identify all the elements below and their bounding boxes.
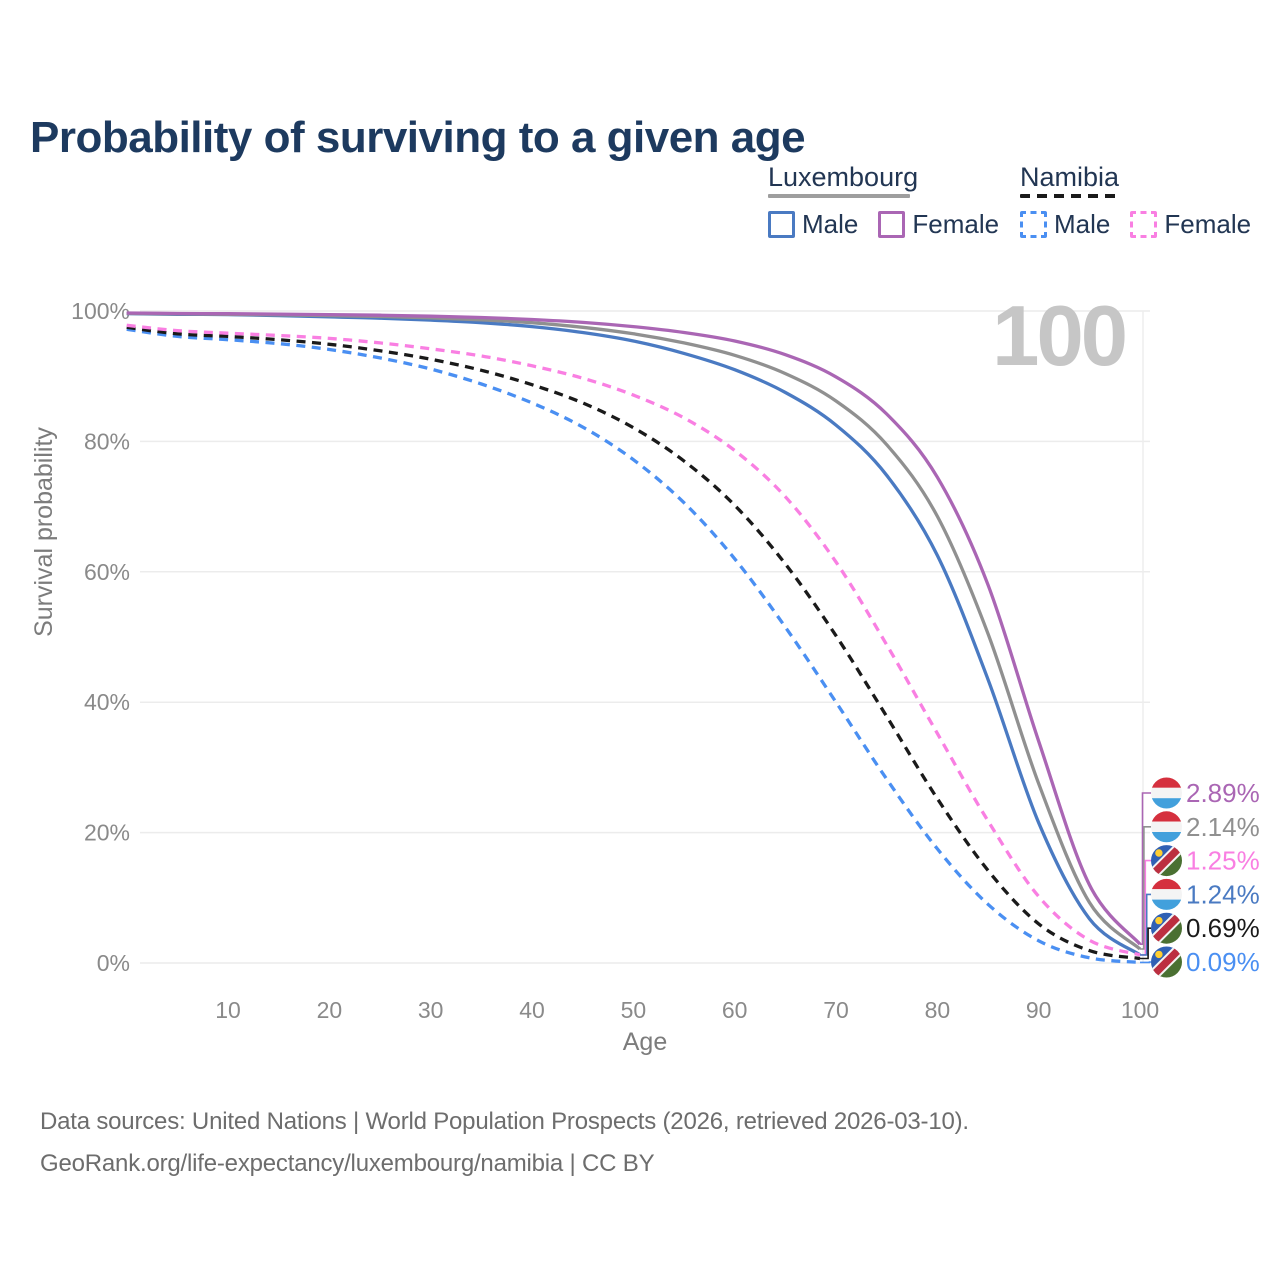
legend-item-label: Male: [1054, 209, 1111, 239]
x-tick-label-70: 70: [823, 997, 849, 1023]
legend-item-namibia-male[interactable]: Male: [1020, 209, 1110, 240]
legend-linestyle-solid-sample: [768, 194, 910, 198]
end-label-connector-lux-total: [1140, 826, 1151, 950]
x-tick-label-10: 10: [215, 997, 241, 1023]
x-axis-title: Age: [623, 1028, 667, 1056]
flag-luxembourg-icon: [1151, 811, 1182, 843]
legend-country-label-luxembourg: Luxembourg: [768, 162, 919, 192]
y-axis-title: Survival probability: [30, 427, 58, 637]
y-tick-label-20: 20%: [84, 820, 130, 846]
x-tick-label-30: 30: [418, 997, 444, 1023]
end-label-connector-lux-female: [1140, 792, 1151, 945]
legend-item-label: Female: [1164, 209, 1252, 239]
end-value-label-nam-male: 0.09%: [1186, 947, 1260, 977]
attribution-link-text[interactable]: GeoRank.org/life-expectancy/luxembourg/n…: [40, 1150, 655, 1177]
legend-country-label-namibia: Namibia: [1020, 162, 1120, 192]
end-value-label-lux-total: 2.14%: [1186, 812, 1260, 842]
end-value-label-nam-female: 1.25%: [1186, 846, 1260, 876]
legend-item-namibia-female[interactable]: Female: [1130, 209, 1251, 240]
end-value-label-lux-male: 1.24%: [1186, 879, 1260, 909]
data-sources-text: Data sources: United Nations | World Pop…: [40, 1108, 969, 1135]
y-tick-label-40: 40%: [84, 689, 130, 715]
x-tick-label-100: 100: [1121, 997, 1159, 1023]
legend-group-luxembourg: Luxembourg Male Female: [768, 163, 999, 240]
curve-lux-female: [126, 311, 1142, 946]
flag-namibia-icon: [1151, 845, 1182, 877]
x-tick-label-60: 60: [722, 997, 748, 1023]
end-value-label-nam-total: 0.69%: [1186, 913, 1260, 943]
legend-item-label: Female: [912, 209, 1000, 239]
flag-namibia-icon: [1151, 946, 1182, 978]
flag-luxembourg-icon: [1151, 878, 1182, 910]
curve-nam-female: [126, 323, 1141, 957]
legend-item-label: Male: [802, 209, 859, 239]
end-label-connector-lux-male: [1140, 893, 1151, 956]
x-tick-label-90: 90: [1026, 997, 1052, 1023]
end-label-connector-nam-female: [1140, 859, 1151, 956]
flag-namibia-icon: [1151, 912, 1182, 944]
legend-linestyle-dashed-sample: [1020, 194, 1117, 198]
x-tick-label-50: 50: [621, 997, 647, 1023]
luxembourg-male-swatch-icon: [768, 211, 795, 238]
curve-nam-male: [126, 327, 1141, 965]
y-tick-label-80: 80%: [84, 428, 130, 454]
x-tick-label-80: 80: [925, 997, 951, 1023]
namibia-male-swatch-icon: [1020, 211, 1047, 238]
end-label-connector-nam-total: [1140, 927, 1151, 960]
flag-luxembourg-icon: [1151, 777, 1182, 809]
curve-nam-total: [126, 325, 1141, 961]
age-counter-watermark: 100: [992, 289, 1125, 384]
y-tick-label-100: 100%: [71, 298, 130, 324]
legend-group-namibia: Namibia Male Female: [1020, 163, 1251, 240]
namibia-female-swatch-icon: [1130, 211, 1158, 238]
curve-lux-total: [126, 311, 1142, 951]
luxembourg-female-swatch-icon: [878, 211, 906, 238]
y-tick-label-0: 0%: [97, 950, 130, 976]
page-title: Probability of surviving to a given age: [30, 113, 806, 163]
legend-item-luxembourg-male[interactable]: Male: [768, 209, 858, 240]
legend-item-luxembourg-female[interactable]: Female: [878, 209, 999, 240]
y-tick-label-60: 60%: [84, 559, 130, 585]
x-tick-label-20: 20: [317, 997, 343, 1023]
end-value-label-lux-female: 2.89%: [1186, 778, 1260, 808]
x-tick-label-40: 40: [519, 997, 545, 1023]
